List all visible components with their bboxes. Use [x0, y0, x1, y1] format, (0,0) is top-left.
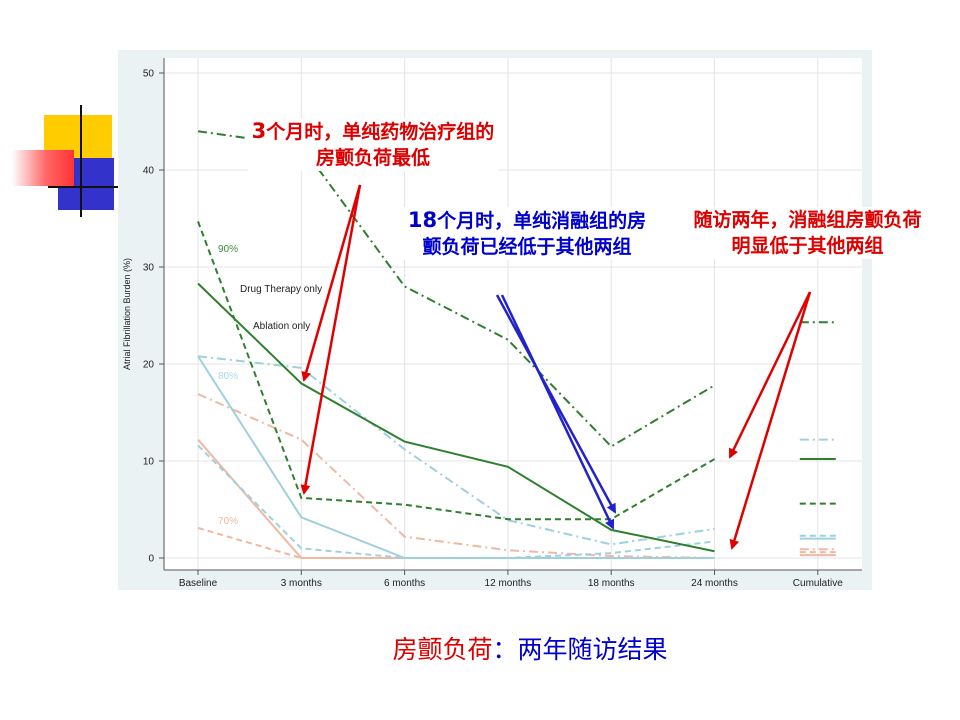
callout-3-months: 3个月时，单纯药物治疗组的房颤负荷最低: [248, 118, 498, 171]
slide-title-part1: 房颤负荷: [392, 635, 493, 664]
annotation-ablation-only: Ablation only: [253, 321, 310, 332]
callout-arrows: [300, 184, 812, 550]
cumulative-markers: [799, 321, 836, 557]
arrow-c3-b: [729, 291, 812, 550]
series-lines: [197, 130, 716, 559]
deco-red-square: [12, 150, 74, 186]
x-tick-label: 18 months: [588, 578, 635, 589]
axes: [163, 58, 862, 571]
y-tick-label: 20: [143, 360, 155, 371]
x-tick-label: 12 months: [485, 578, 532, 589]
callout-3-months-number: 3: [251, 119, 267, 143]
tick-labels: Baseline 3 months 6 months 12 months 18 mont…: [143, 69, 843, 590]
series-line-90-combined: [197, 221, 716, 521]
x-tick-label: Baseline: [179, 578, 218, 589]
y-tick-label: 10: [143, 457, 155, 468]
callout-two-years-text: 随访两年，消融组房颤负荷明显低于其他两组: [693, 209, 922, 257]
y-tick-label: 40: [143, 166, 155, 177]
series-line-70-drug-therapy-only: [197, 393, 715, 559]
arrow-c1-a: [301, 184, 362, 382]
callout-two-years: 随访两年，消融组房颤负荷明显低于其他两组: [685, 207, 930, 259]
callout-18-months: 18个月时，单纯消融组的房颤负荷已经低于其他两组: [403, 207, 651, 260]
series-line-90-ablation-only: [197, 282, 715, 553]
y-tick-label: 0: [148, 554, 154, 565]
arrow-c2-b: [500, 294, 615, 530]
deco-vertical-line: [80, 105, 82, 217]
x-tick-label: 6 months: [384, 578, 425, 589]
x-tick-label: 24 months: [691, 578, 738, 589]
x-tick-label: 3 months: [281, 578, 322, 589]
callout-18-months-text: 个月时，单纯消融组的房颤负荷已经低于其他两组: [422, 210, 647, 258]
y-tick-label: 50: [143, 69, 155, 80]
annotation-80: 80%: [218, 371, 238, 382]
x-tick-label: Cumulative: [793, 578, 843, 589]
slide-title-part2: ：两年随访结果: [492, 635, 668, 664]
series-line-80-ablation-only: [197, 355, 715, 559]
arrow-c3-a: [728, 291, 812, 459]
slide-title: 房颤负荷：两年随访结果: [250, 630, 810, 666]
series-line-80-drug-therapy-only: [197, 355, 715, 546]
annotation-90: 90%: [218, 244, 238, 255]
callout-18-months-number: 18: [407, 208, 438, 232]
y-tick-label: 30: [143, 263, 155, 274]
series-line-90-drug-therapy-only: [197, 130, 716, 448]
y-axis-label: Atrial Fibrillation Burden (%): [122, 258, 132, 370]
arrow-c2-a: [495, 294, 617, 514]
deco-horizontal-line: [48, 186, 120, 188]
annotation-drug-therapy-only: Drug Therapy only: [240, 284, 322, 295]
annotation-70: 70%: [218, 516, 238, 527]
callout-3-months-text: 个月时，单纯药物治疗组的房颤负荷最低: [266, 121, 495, 169]
arrow-c1-b: [300, 184, 362, 495]
